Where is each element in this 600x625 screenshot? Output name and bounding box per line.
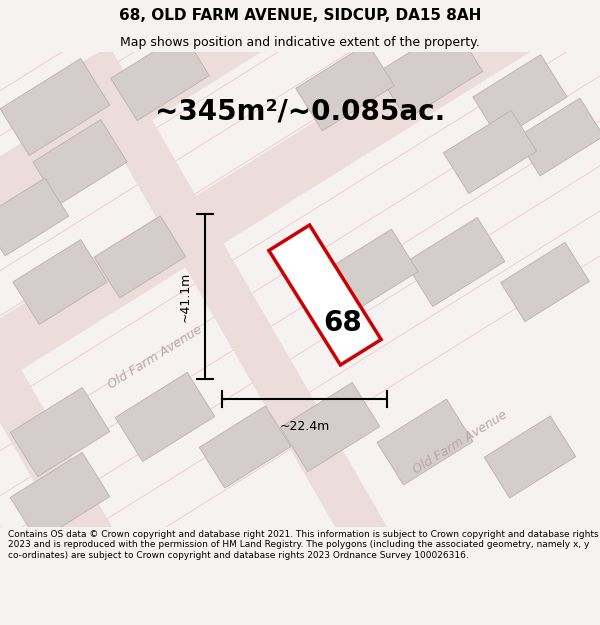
Polygon shape [0,178,69,256]
Polygon shape [0,46,134,588]
Polygon shape [33,119,127,204]
Text: ~22.4m: ~22.4m [280,421,329,434]
Polygon shape [405,217,505,307]
Text: Contains OS data © Crown copyright and database right 2021. This information is : Contains OS data © Crown copyright and d… [8,530,598,560]
Polygon shape [71,46,409,588]
Polygon shape [484,416,576,498]
Polygon shape [0,0,600,406]
Polygon shape [516,98,600,176]
Polygon shape [473,54,567,139]
Polygon shape [13,239,107,324]
Polygon shape [0,59,110,156]
Text: Map shows position and indicative extent of the property.: Map shows position and indicative extent… [120,36,480,49]
Text: 68: 68 [323,309,362,337]
Polygon shape [0,0,600,238]
Polygon shape [111,33,209,121]
Polygon shape [10,452,110,542]
Polygon shape [296,43,394,131]
Polygon shape [94,216,186,298]
Text: ~41.1m: ~41.1m [179,271,191,322]
Text: Old Farm Avenue: Old Farm Avenue [410,408,509,476]
Polygon shape [280,382,380,472]
Text: Old Farm Avenue: Old Farm Avenue [106,322,205,391]
Polygon shape [10,388,110,477]
Polygon shape [269,225,381,365]
Polygon shape [443,111,536,194]
Polygon shape [115,372,215,462]
Polygon shape [199,406,291,488]
Polygon shape [500,242,589,322]
Polygon shape [377,25,483,119]
Polygon shape [322,229,418,315]
Polygon shape [377,399,473,485]
Text: ~345m²/~0.085ac.: ~345m²/~0.085ac. [155,98,445,126]
Text: 68, OLD FARM AVENUE, SIDCUP, DA15 8AH: 68, OLD FARM AVENUE, SIDCUP, DA15 8AH [119,8,481,23]
